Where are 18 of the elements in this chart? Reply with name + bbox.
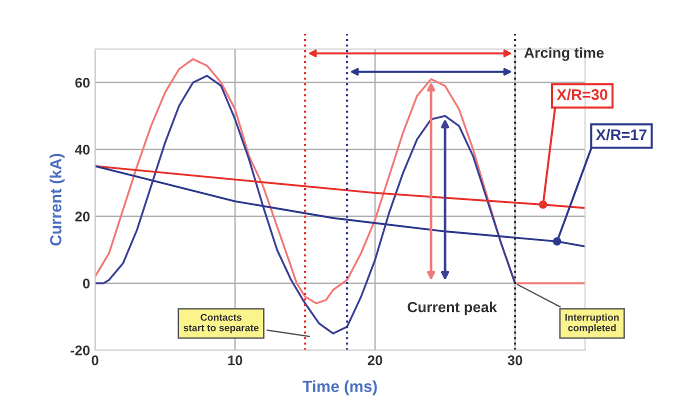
y-tick-label: 0 <box>83 278 90 288</box>
x-tick-label: 30 <box>508 355 522 366</box>
annotation: Interruption completed <box>565 314 619 334</box>
y-axis-title: Current (kA) <box>50 154 65 246</box>
y-tick-label: -20 <box>70 346 90 356</box>
annotation: Contacts start to separate <box>184 314 259 334</box>
x-tick-label: 0 <box>92 355 98 366</box>
text: X/R=17 <box>596 128 646 140</box>
x-tick-label: 10 <box>228 355 242 366</box>
y-tick-label: 60 <box>75 78 90 88</box>
line-series <box>95 74 516 334</box>
x-axis-title: Time (ms) <box>302 380 377 396</box>
text: X/R=30 <box>556 88 608 100</box>
x-tick-label: 20 <box>368 355 382 366</box>
annotation: Arcing time <box>524 47 604 61</box>
y-tick-label: 20 <box>75 212 90 222</box>
y-tick-label: 40 <box>74 144 90 155</box>
annotation: Current peak <box>408 302 498 316</box>
